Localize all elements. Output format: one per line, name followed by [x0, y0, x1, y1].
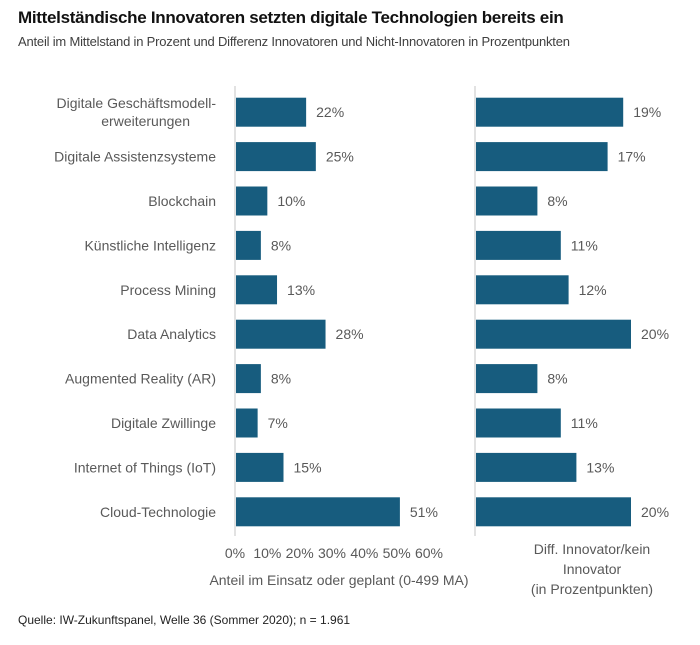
right-data-label: 20% [641, 326, 669, 342]
category-label: Data Analytics [127, 326, 216, 342]
right-bar [476, 452, 577, 482]
left-data-label: 10% [277, 193, 305, 209]
x-tick-label: 10% [253, 545, 281, 561]
category-label: Digitale Geschäftsmodell-erweiterungen [56, 95, 216, 129]
right-bar [476, 275, 569, 305]
left-bar [236, 186, 268, 216]
left-bar [236, 97, 307, 127]
left-bar [236, 497, 400, 527]
left-bar-panel: 22% Digitale Geschäftsmodell-erweiterunge… [54, 86, 469, 588]
left-data-label: 28% [336, 326, 364, 342]
right-data-label: 17% [618, 149, 646, 165]
category-label: Digitale Assistenzsysteme [54, 149, 216, 165]
right-data-label: 8% [547, 193, 567, 209]
category-label-line: Digitale Assistenzsysteme [54, 149, 216, 165]
x-tick-label: 20% [286, 545, 314, 561]
left-data-label: 7% [268, 415, 288, 431]
category-label: Digitale Zwillinge [111, 415, 216, 431]
left-x-axis-title: Anteil im Einsatz oder geplant (0-499 MA… [209, 572, 468, 588]
category-label-line: Blockchain [148, 193, 216, 209]
left-bar [236, 364, 261, 394]
right-bar [476, 319, 631, 349]
category-label: Blockchain [148, 193, 216, 209]
category-label-line: Digitale Zwillinge [111, 415, 216, 431]
left-data-label: 51% [410, 504, 438, 520]
chart-subtitle: Anteil im Mittelstand in Prozent und Dif… [18, 34, 570, 49]
left-data-label: 25% [326, 149, 354, 165]
category-label-line: Data Analytics [127, 326, 216, 342]
source-note: Quelle: IW-Zukunftspanel, Welle 36 (Somm… [18, 613, 351, 627]
right-bar [476, 186, 538, 216]
left-data-label: 8% [271, 371, 291, 387]
x-tick-label: 50% [383, 545, 411, 561]
right-x-axis-title: (in Prozentpunkten) [531, 581, 653, 597]
right-bar-panel: 19% 17% 8% 11% 12% 20% 8% 11% 13% 20% Diff. Innova… [474, 86, 669, 597]
right-data-label: 11% [571, 237, 598, 253]
category-label-line: Cloud-Technologie [100, 504, 216, 520]
right-bar [476, 230, 561, 260]
left-data-label: 13% [287, 282, 315, 298]
category-label-line: Künstliche Intelligenz [84, 237, 216, 253]
right-bar [476, 408, 561, 438]
left-data-label: 8% [271, 237, 291, 253]
category-label-line: Process Mining [120, 282, 216, 298]
category-label: Augmented Reality (AR) [65, 371, 216, 387]
chart-title: Mittelständische Innovatoren setzten dig… [18, 8, 564, 27]
category-label-line: Digitale Geschäftsmodell- [56, 95, 216, 111]
right-bar [476, 142, 608, 172]
category-label: Künstliche Intelligenz [84, 237, 216, 253]
left-bar [236, 408, 258, 438]
right-bar [476, 497, 631, 527]
category-label-line: erweiterungen [101, 113, 190, 129]
category-label-line: Augmented Reality (AR) [65, 371, 216, 387]
right-x-axis-title: Diff. Innovator/kein [534, 541, 650, 557]
right-data-label: 19% [633, 104, 661, 120]
x-tick-label: 0% [225, 545, 245, 561]
left-data-label: 22% [316, 104, 344, 120]
left-bar [236, 275, 278, 305]
left-bar [236, 230, 261, 260]
right-data-label: 20% [641, 504, 669, 520]
right-data-label: 12% [579, 282, 607, 298]
right-x-axis-title: Innovator [563, 561, 622, 577]
x-tick-label: 30% [318, 545, 346, 561]
left-bar [236, 142, 316, 172]
x-tick-label: 60% [415, 545, 443, 561]
left-bar [236, 452, 284, 482]
right-bar [476, 364, 538, 394]
category-label: Process Mining [120, 282, 216, 298]
right-data-label: 13% [586, 459, 614, 475]
category-label-line: Internet of Things (IoT) [74, 459, 216, 475]
right-bar [476, 97, 624, 127]
x-tick-label: 40% [350, 545, 378, 561]
right-data-label: 8% [547, 371, 567, 387]
left-bar [236, 319, 326, 349]
left-data-label: 15% [294, 459, 322, 475]
category-label: Cloud-Technologie [100, 504, 216, 520]
right-data-label: 11% [571, 415, 598, 431]
category-label: Internet of Things (IoT) [74, 459, 216, 475]
